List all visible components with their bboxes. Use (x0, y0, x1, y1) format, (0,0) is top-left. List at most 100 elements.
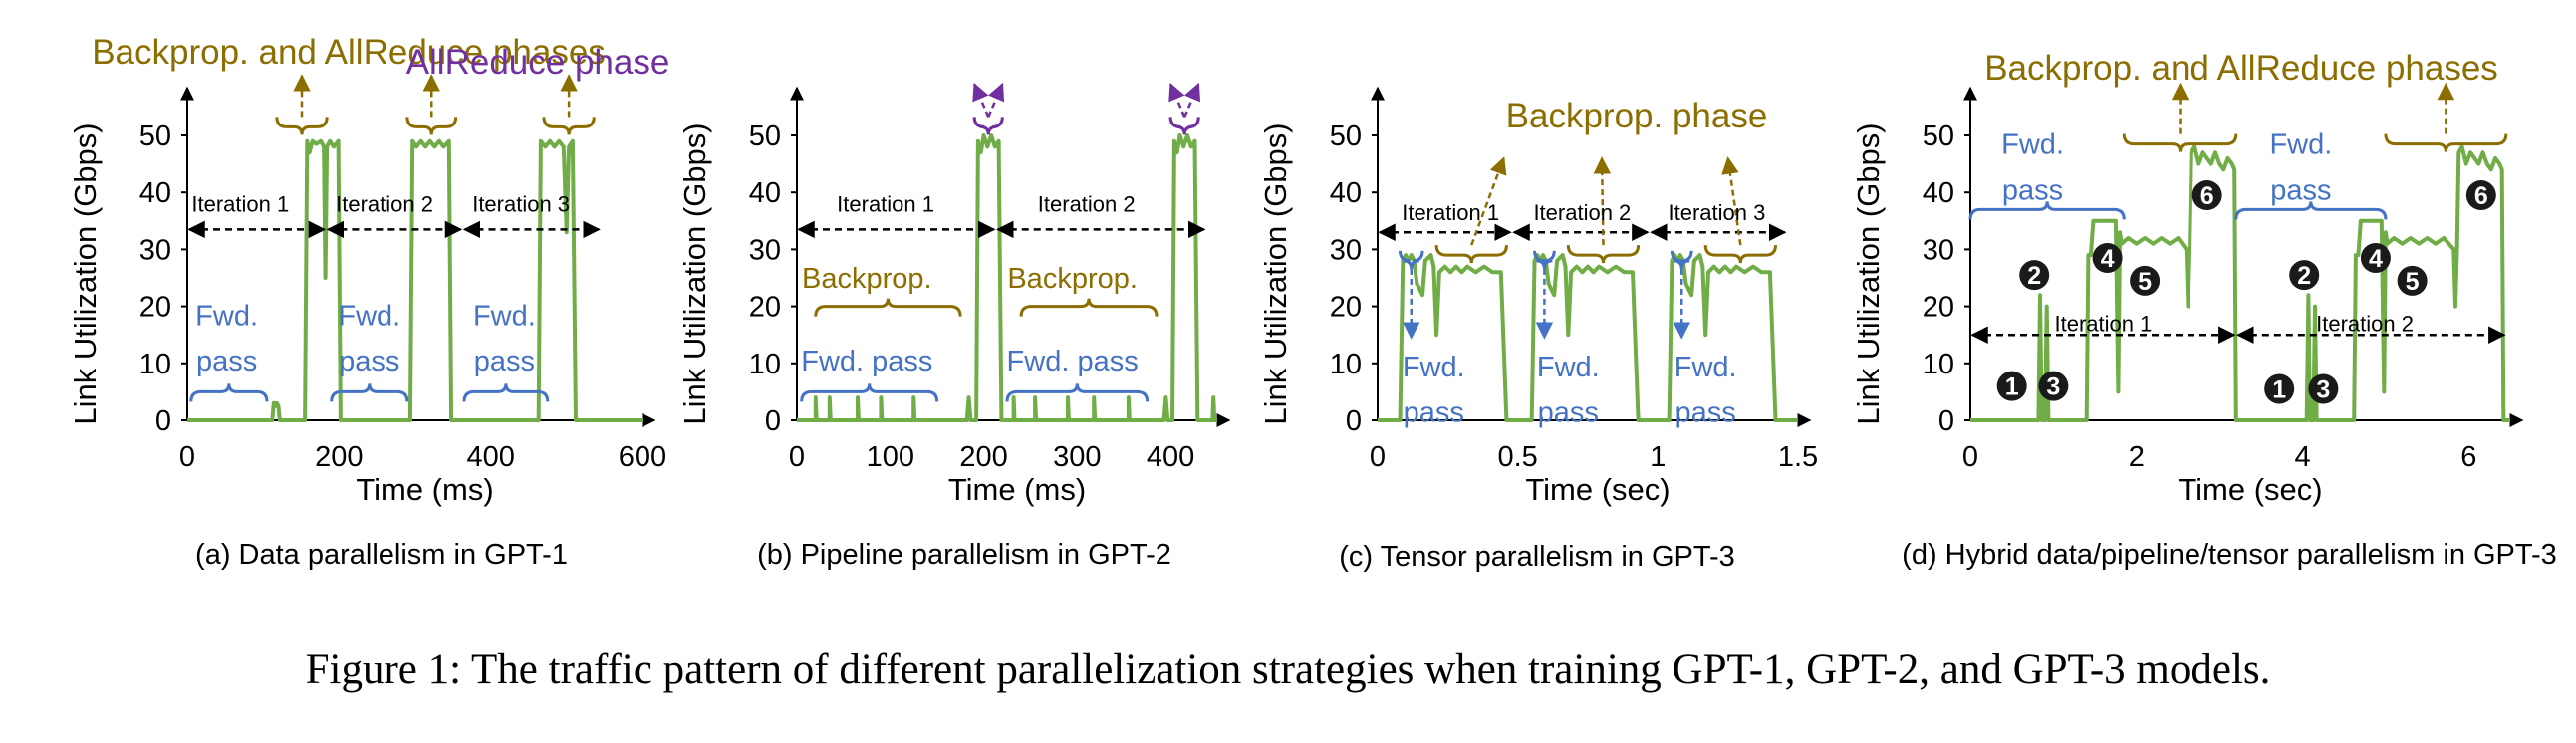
marker-2-circle (2289, 260, 2320, 291)
marker-4-circle (2092, 242, 2123, 273)
annotation-fwd: pass (2270, 174, 2331, 206)
annotation-backprop: Backprop. and AllReduce phases (92, 33, 606, 72)
x-tick-label: 1.5 (1778, 441, 1818, 473)
panel-caption: (a) Data parallelism in GPT-1 (195, 539, 568, 571)
series-line (187, 138, 643, 422)
marker-5-label: 5 (2138, 268, 2152, 296)
marker-5-circle (2130, 265, 2161, 296)
y-axis-label: Link Utilization (Gbps) (1851, 123, 1886, 424)
marker-3-circle (2038, 371, 2069, 401)
x-tick-label: 0.5 (1498, 441, 1538, 473)
phase-brace (2122, 133, 2238, 152)
y-tick-label: 10 (749, 349, 781, 380)
annotation-fwd: Fwd. (1537, 352, 1600, 383)
series-line (797, 133, 1217, 422)
phase-brace (1703, 245, 1777, 264)
annotation-fwd: Fwd. (195, 300, 258, 332)
marker-2-label: 2 (2027, 262, 2041, 290)
y-tick-label: 10 (1923, 349, 1954, 380)
phase-arrow (987, 82, 1005, 118)
phase-brace (1566, 245, 1641, 264)
x-tick-label: 200 (315, 441, 363, 473)
x-axis-label: Time (sec) (2178, 472, 2322, 507)
y-tick-label: 10 (1330, 349, 1362, 380)
marker-2-circle (2019, 260, 2050, 291)
backprop-brace (1019, 298, 1159, 317)
annotation-black: Iteration 3 (472, 191, 570, 216)
x-tick-label: 2 (2129, 441, 2145, 473)
series-line (1970, 144, 2510, 422)
annotation-fwd: Fwd. (338, 300, 400, 332)
annotation-black: Iteration 2 (1533, 200, 1631, 225)
fwd-pass-brace (2234, 201, 2388, 220)
x-tick-label: 1 (1650, 441, 1666, 473)
annotation-black: Iteration 3 (1668, 200, 1765, 225)
marker-4-label: 4 (2101, 245, 2115, 273)
x-axis-label: Time (sec) (1525, 472, 1670, 507)
y-tick-label: 50 (1330, 121, 1362, 152)
y-tick-label: 0 (765, 405, 781, 437)
y-tick-label: 40 (139, 177, 171, 209)
panel-a-data-parallelism: 0 10 20 30 40 50 0 200 400 600 Link Utilization (G… (68, 33, 666, 571)
marker-6-label: 6 (2474, 182, 2488, 210)
annotation-backprop: Backprop. and AllReduce phases (1984, 49, 2498, 88)
marker-4-label: 4 (2369, 245, 2383, 273)
annotation-backprop: Backprop. (1007, 263, 1138, 295)
annotation-fwd: Fwd. (2001, 129, 2064, 161)
annotation-allreduce: AllReduce phase (406, 43, 670, 82)
phase-brace (1168, 117, 1200, 135)
x-tick-label: 4 (2294, 441, 2310, 473)
series-line (1378, 253, 1798, 422)
marker-4-circle (2360, 242, 2391, 273)
panel-b-pipeline-parallelism: 0 10 20 30 40 50 0 100 200 300 400 Link Utilization… (406, 43, 1231, 571)
marker-6-label: 6 (2200, 182, 2214, 210)
fwd-pass-brace (330, 383, 409, 402)
phase-arrow (1593, 156, 1612, 246)
marker-5-circle (2397, 265, 2428, 296)
phase-brace (405, 117, 458, 135)
marker-1-circle (2264, 373, 2295, 404)
x-axis-label: Time (ms) (948, 472, 1086, 507)
y-tick-label: 0 (1938, 405, 1954, 437)
x-tick-label: 600 (619, 441, 666, 473)
annotation-black: Iteration 2 (336, 191, 433, 216)
x-tick-label: 200 (959, 441, 1007, 473)
phase-brace (972, 117, 1004, 135)
phase-arrow (1183, 82, 1201, 118)
y-tick-label: 30 (139, 234, 171, 266)
marker-1-circle (1996, 371, 2027, 401)
y-tick-label: 20 (139, 292, 171, 324)
phase-brace (275, 117, 329, 135)
x-tick-label: 400 (1147, 441, 1194, 473)
annotation-black: Iteration 2 (2316, 311, 2414, 336)
marker-6-circle (2465, 180, 2496, 211)
marker-2-label: 2 (2297, 262, 2311, 290)
marker-6-circle (2191, 180, 2222, 211)
fwd-pass-brace (800, 383, 939, 402)
annotation-fwd: pass (339, 346, 399, 377)
annotation-black: Iteration 1 (1402, 200, 1499, 225)
panel-caption: (c) Tensor parallelism in GPT-3 (1339, 541, 1735, 573)
fwd-pass-brace (1005, 383, 1150, 402)
phase-arrow (1721, 156, 1742, 246)
y-tick-label: 0 (1346, 405, 1362, 437)
backprop-brace (814, 298, 962, 317)
phase-brace (2384, 133, 2508, 152)
fwd-pass-brace (1968, 201, 2126, 220)
y-axis-label: Link Utilization (Gbps) (677, 123, 712, 424)
figure-caption: Figure 1: The traffic pattern of differe… (306, 646, 2271, 693)
y-tick-label: 30 (1923, 234, 1954, 266)
phase-arrow (1168, 82, 1186, 118)
phase-brace (1434, 245, 1508, 264)
annotation-fwd: pass (1538, 397, 1599, 429)
annotation-black: Iteration 2 (1038, 191, 1136, 216)
annotation-fwd: Fwd. pass (801, 346, 932, 377)
y-tick-label: 10 (139, 349, 171, 380)
x-tick-label: 100 (867, 441, 914, 473)
x-tick-label: 0 (1962, 441, 1978, 473)
panel-c-tensor-parallelism: 0 10 20 30 40 50 0 0.5 1 1.5 Link Utilization (Gbp… (1258, 86, 1818, 573)
y-tick-label: 50 (139, 121, 171, 152)
annotation-fwd: Fwd. pass (1007, 346, 1139, 377)
annotation-fwd: Fwd. (473, 300, 536, 332)
